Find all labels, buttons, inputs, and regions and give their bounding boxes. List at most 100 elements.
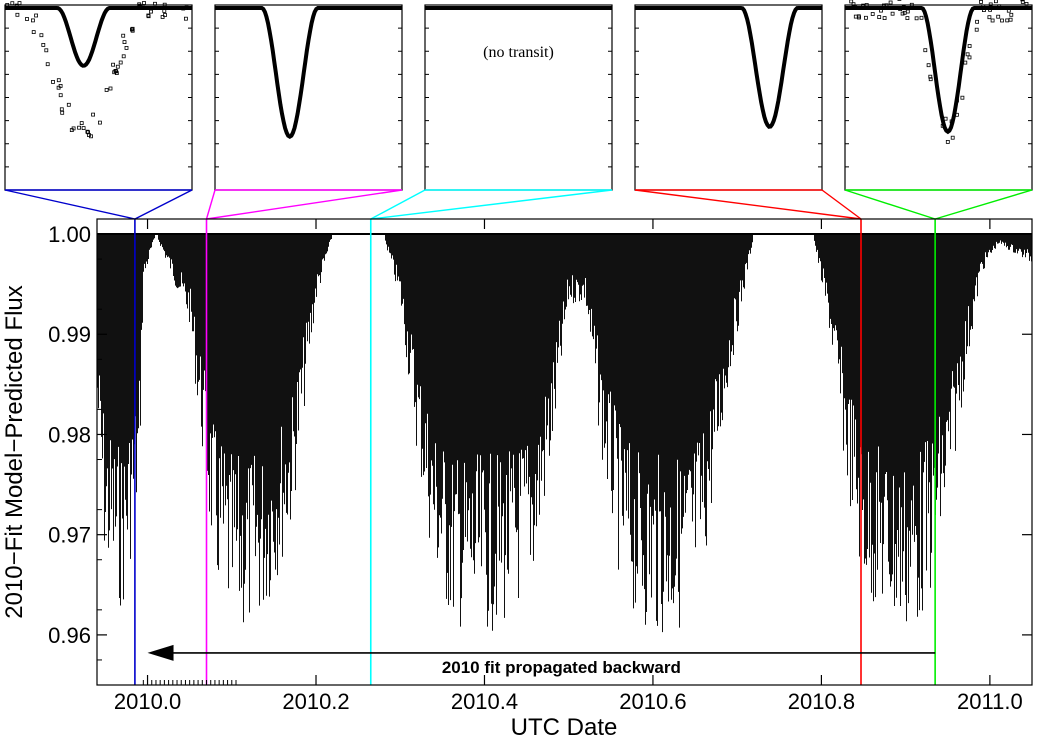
inset-data-point	[997, 4, 1002, 9]
inset-data-point	[124, 46, 129, 50]
inset-data-point	[17, 1, 22, 6]
inset-data-point	[905, 9, 910, 14]
inset-data-point	[990, 18, 995, 23]
inset-frame	[634, 4, 823, 191]
arrow-label: 2010 fit propagated backward	[442, 658, 681, 677]
x-tick-label: 2010.2	[282, 689, 349, 714]
y-tick-label: 0.98	[48, 422, 91, 447]
inset-data-point	[41, 43, 46, 47]
inset-panel-1	[4, 1, 193, 191]
inset-connector-left	[844, 189, 936, 220]
inset-data-point	[1006, 8, 1011, 13]
inset-data-point	[1000, 18, 1004, 23]
inset-data-point	[111, 62, 115, 67]
inset-data-point	[963, 60, 968, 65]
inset-data-point	[901, 5, 906, 10]
inset-data-point	[5, 3, 10, 7]
x-axis-title: UTC Date	[511, 714, 618, 740]
inset-data-point	[919, 15, 924, 20]
inset-data-point	[949, 119, 954, 124]
x-tick-label: 2010.6	[619, 689, 686, 714]
inset-data-point	[988, 2, 993, 7]
inset-data-point	[183, 16, 188, 21]
inset-data-point	[967, 55, 972, 60]
inset-connector-left	[205, 189, 216, 220]
inset-data-point	[59, 107, 64, 112]
inset-note: (no transit)	[483, 44, 554, 61]
inset-model-curve	[5, 6, 192, 68]
y-axis-title: 2010−Fit Model−Predicted Flux	[1, 285, 28, 619]
inset-data-point	[945, 139, 950, 144]
x-tick-label: 2010.0	[114, 689, 181, 714]
inset-data-point	[45, 62, 50, 67]
inset-data-point	[975, 19, 979, 24]
inset-data-point	[982, 8, 986, 13]
inset-data-point	[923, 48, 928, 53]
propagation-arrow: 2010 fit propagated backward	[147, 644, 936, 677]
inset-data-point	[965, 52, 970, 57]
inset-data-point	[967, 44, 972, 48]
inset-data-point	[34, 13, 38, 18]
inset-connector-left	[370, 189, 426, 220]
inset-data-point	[909, 2, 914, 7]
inset-data-point	[138, 5, 143, 9]
inset-data-point	[181, 6, 186, 11]
inset-data-point	[870, 12, 875, 16]
inset-data-point	[928, 74, 933, 79]
inset-data-point	[121, 54, 126, 59]
x-tick-label: 2011.0	[957, 689, 1023, 714]
inset-data-point	[996, 14, 1001, 19]
inset-data-point	[153, 1, 157, 6]
inset-data-point	[162, 2, 167, 7]
inset-panel-2	[214, 4, 403, 191]
y-tick-label: 0.97	[48, 523, 91, 548]
inset-panel-3: (no transit)	[424, 4, 613, 191]
x-tick-label: 2010.8	[788, 689, 855, 714]
inset-data-point	[142, 1, 146, 5]
epoch-markers	[134, 219, 936, 685]
inset-data-point	[960, 95, 965, 100]
x-tick-label: 2010.4	[451, 689, 518, 714]
inset-data-point	[118, 60, 123, 65]
inset-data-point	[10, 1, 15, 6]
inset-data-point	[890, 11, 895, 16]
inset-frame	[424, 4, 613, 191]
inset-data-point	[988, 7, 992, 12]
inset-data-point	[955, 98, 959, 103]
inset-data-point	[60, 110, 65, 115]
arrow-head	[147, 644, 174, 661]
y-tick-label: 0.96	[48, 623, 91, 648]
inset-data-point	[987, 15, 992, 20]
inset-data-point	[928, 77, 933, 82]
inset-data-point	[1024, 2, 1029, 6]
inset-connectors	[4, 189, 1033, 220]
inset-data-point	[884, 3, 889, 8]
inset-data-point	[15, 12, 20, 17]
inset-data-point	[861, 3, 865, 8]
plot-frame	[96, 218, 1033, 686]
inset-data-point	[30, 18, 35, 23]
inset-data-point	[77, 125, 81, 130]
transit-spikes	[97, 234, 1032, 633]
inset-data-point	[160, 15, 165, 19]
inset-data-point	[98, 120, 102, 125]
inset-data-point	[51, 80, 55, 84]
inset-data-point	[1020, 0, 1025, 2]
inset-data-point	[108, 86, 113, 91]
inset-data-point	[864, 3, 869, 7]
inset-connector-left	[4, 189, 136, 220]
inset-connector-right	[134, 189, 193, 220]
inset-data-point	[1020, 0, 1025, 4]
inset-data-point	[898, 7, 903, 11]
inset-data-point	[91, 112, 95, 117]
inset-panel-5	[844, 0, 1033, 191]
inset-data-point	[882, 16, 887, 21]
inset-data-point	[864, 15, 868, 20]
inset-data-point	[950, 135, 955, 140]
inset-panel-4	[634, 4, 823, 191]
inset-data-point	[56, 78, 61, 83]
inset-connector-right	[821, 189, 862, 220]
inset-data-point	[146, 14, 151, 19]
inset-data-point	[115, 64, 120, 69]
inset-data-point	[974, 27, 979, 32]
